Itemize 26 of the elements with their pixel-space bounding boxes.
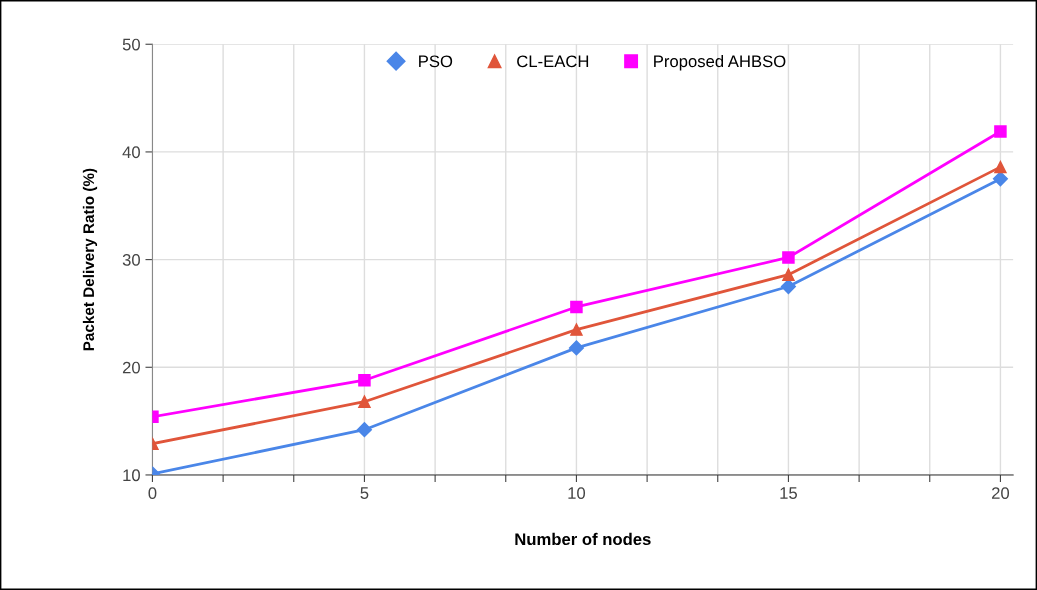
x-tick-label: 10 xyxy=(568,487,586,499)
x-tick-label: 20 xyxy=(992,487,1010,499)
legend-label: Proposed AHBSO xyxy=(654,54,786,71)
x-tick-label: 0 xyxy=(148,487,157,499)
point xyxy=(358,373,371,387)
point xyxy=(782,268,795,281)
point xyxy=(356,422,373,438)
x-tick-label: 5 xyxy=(360,487,369,499)
x-tick-label: 15 xyxy=(780,487,797,499)
point xyxy=(994,125,1007,138)
y-tick-label: 30 xyxy=(122,254,140,266)
point xyxy=(994,160,1007,174)
legend-label: CL-EACH xyxy=(517,55,589,68)
x-axis-title: Number of nodes xyxy=(515,532,651,546)
point xyxy=(570,300,583,314)
y-tick-label: 50 xyxy=(122,38,140,51)
point xyxy=(570,323,583,336)
point xyxy=(782,251,795,264)
point xyxy=(358,395,371,408)
y-axis-title: Packet Delivery Ratio (%) xyxy=(82,168,98,351)
point xyxy=(992,171,1008,187)
y-tick-label: 10 xyxy=(123,469,140,482)
y-tick-label: 40 xyxy=(122,146,140,159)
point xyxy=(568,340,585,356)
legend-label: PSO xyxy=(419,55,453,68)
y-tick-label: 20 xyxy=(122,361,140,374)
